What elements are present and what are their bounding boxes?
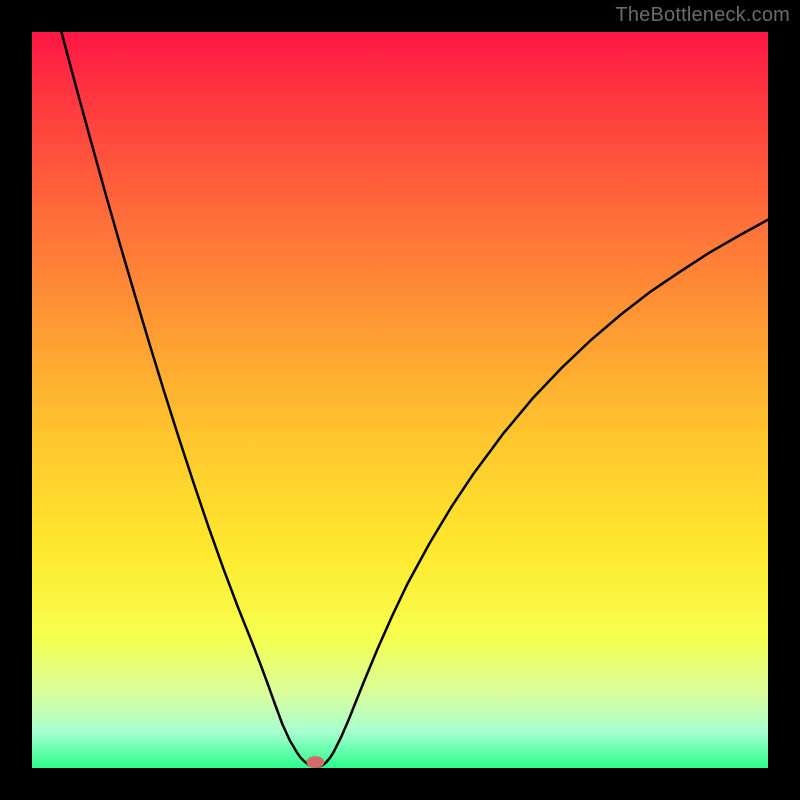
plot-area (32, 32, 768, 768)
watermark-text: TheBottleneck.com (615, 4, 790, 27)
curve-layer (32, 32, 768, 768)
bottleneck-curve (61, 32, 768, 767)
optimum-marker (306, 756, 324, 768)
